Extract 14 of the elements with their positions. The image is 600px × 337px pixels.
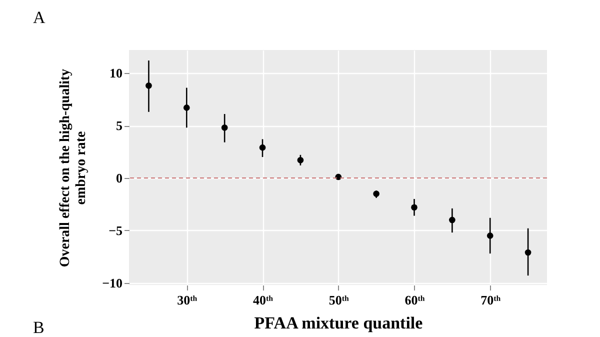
x-tick-label: 70ᵗʰ [480,292,502,308]
x-axis-title: PFAA mixture quantile [254,314,424,332]
x-tick-label: 50ᵗʰ [328,292,350,308]
y-axis-title: Overall effect on the high-quality embryo rate [58,68,90,268]
y-tick-label: 0 [116,170,122,186]
x-tick-label: 30ᵗʰ [177,292,198,308]
y-tick-label: −10 [102,275,122,290]
text: A [33,8,46,28]
y-tick-label: −5 [108,222,123,238]
x-tick-label: 40ᵗʰ [253,292,274,308]
text: B [33,318,44,337]
y-tick-label: 5 [116,118,123,134]
x-tick-label: 60ᵗʰ [404,292,426,308]
y-tick-label: 10 [110,66,122,81]
